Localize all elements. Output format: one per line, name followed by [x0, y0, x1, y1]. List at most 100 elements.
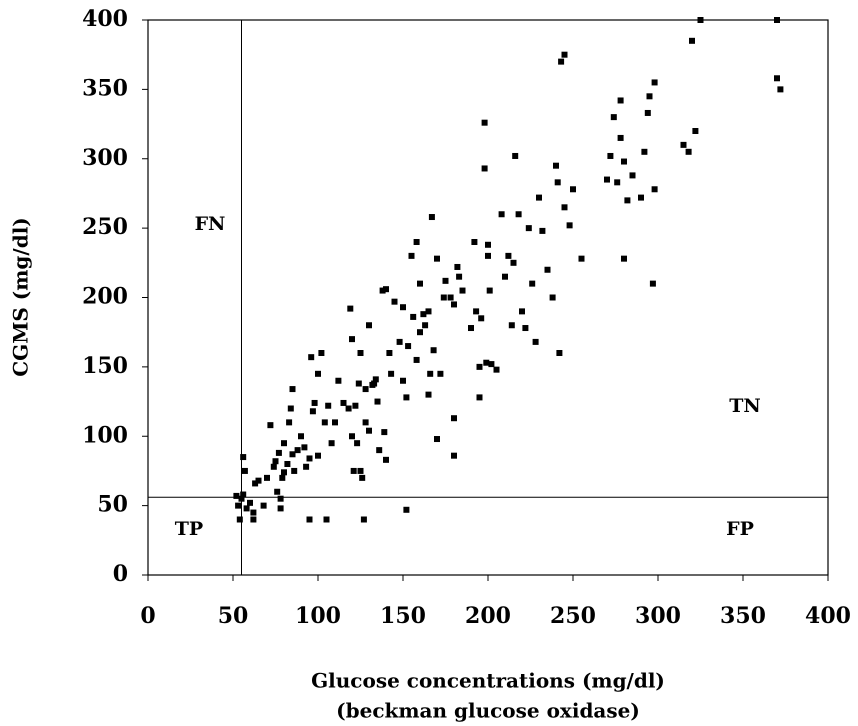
point [617, 97, 624, 104]
point [525, 225, 532, 232]
point [544, 266, 551, 273]
point [277, 495, 284, 502]
point [294, 447, 301, 454]
point [362, 419, 369, 426]
point [408, 252, 415, 259]
point [604, 176, 610, 183]
point [459, 287, 466, 294]
point [289, 451, 296, 458]
point [558, 58, 565, 65]
point [488, 361, 495, 368]
point [267, 422, 274, 429]
point [235, 502, 242, 509]
point [442, 277, 449, 284]
point [468, 325, 474, 332]
point [607, 152, 614, 159]
point [306, 516, 313, 523]
point [641, 148, 648, 155]
point [243, 505, 250, 512]
point [493, 366, 500, 373]
x-tick-label: 0 [140, 603, 155, 629]
point [425, 391, 432, 398]
point [638, 194, 644, 201]
point [371, 380, 378, 387]
y-tick-label: 400 [82, 6, 128, 32]
point [277, 505, 284, 512]
point [685, 148, 692, 155]
point [349, 336, 355, 343]
point [447, 294, 454, 301]
point [483, 359, 490, 366]
point [260, 502, 267, 509]
point [410, 313, 417, 320]
y-tick-label: 350 [82, 75, 128, 101]
point [379, 287, 386, 294]
y-tick-label: 300 [82, 145, 128, 171]
point [692, 128, 699, 134]
point [403, 506, 410, 513]
x-tick-label: 150 [380, 603, 426, 629]
x-tick-label: 300 [635, 603, 681, 629]
point [651, 186, 658, 193]
point [485, 241, 491, 248]
point [486, 287, 493, 294]
point [644, 109, 651, 116]
point [238, 495, 245, 502]
point [621, 255, 627, 262]
point [252, 480, 259, 487]
point [553, 162, 559, 169]
point [505, 252, 512, 259]
point [774, 17, 780, 23]
point [366, 322, 372, 329]
point [476, 363, 483, 370]
point [629, 172, 636, 179]
x-tick-label: 250 [550, 603, 596, 629]
point [502, 273, 508, 280]
point [481, 165, 488, 172]
point [430, 347, 437, 354]
point [451, 301, 457, 308]
point [400, 377, 406, 384]
point [454, 263, 461, 270]
point [264, 474, 270, 481]
point [250, 509, 257, 516]
y-axis-label: CGMS (mg/dl) [9, 217, 33, 377]
point [570, 186, 576, 193]
y-tick-label: 250 [82, 214, 128, 240]
y-tick-label: 150 [82, 353, 128, 379]
point [427, 370, 434, 377]
point [774, 75, 780, 82]
point [522, 325, 529, 332]
x-tick-label: 200 [465, 603, 511, 629]
point [532, 338, 539, 345]
point [289, 386, 296, 393]
point [279, 474, 286, 481]
point [325, 402, 332, 409]
x-tick-label: 400 [805, 603, 851, 629]
point [510, 259, 517, 266]
point [481, 119, 488, 126]
point [374, 398, 381, 405]
point [614, 179, 621, 186]
point [396, 338, 403, 345]
point [281, 440, 287, 447]
point [549, 294, 556, 301]
point [624, 197, 631, 204]
point [388, 370, 395, 377]
point [434, 255, 440, 262]
point [403, 394, 410, 401]
point [255, 477, 262, 484]
point [281, 469, 287, 476]
point [451, 452, 457, 459]
point [301, 444, 308, 451]
point [309, 408, 316, 415]
point [554, 179, 561, 186]
point [478, 315, 485, 322]
point [366, 427, 372, 434]
x-axis-label: (beckman glucose oxidase) [336, 699, 640, 723]
point [440, 294, 447, 301]
point [536, 194, 542, 201]
y-tick-label: 100 [82, 422, 128, 448]
point [315, 452, 321, 459]
